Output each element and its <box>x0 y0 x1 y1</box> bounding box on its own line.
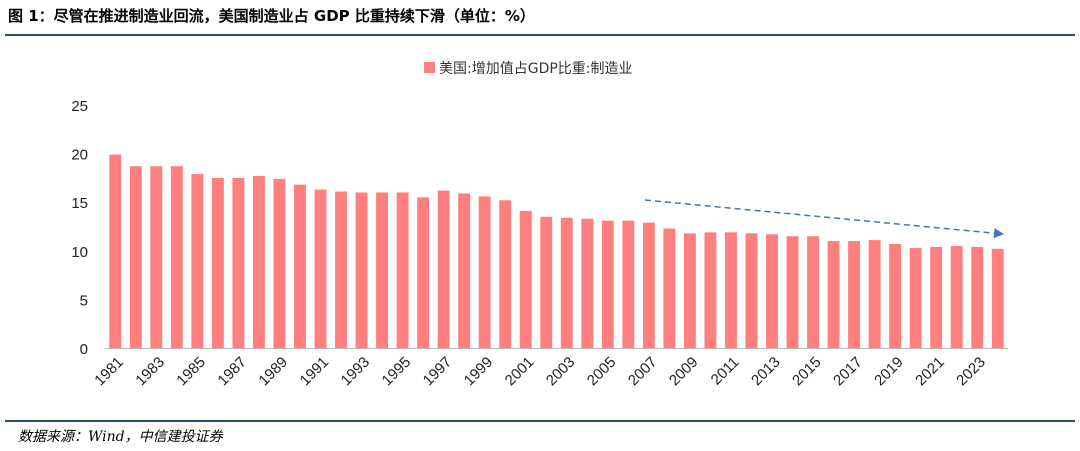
x-tick-label: 2017 <box>830 354 866 390</box>
x-tick-label: 2019 <box>871 354 907 390</box>
x-tick-label: 2011 <box>708 354 743 389</box>
bar-1993 <box>355 192 368 348</box>
bar-1984 <box>170 166 183 348</box>
bar-1999 <box>478 196 491 348</box>
bar-1985 <box>191 174 204 348</box>
bar-2023 <box>971 246 984 348</box>
x-tick-label: 1995 <box>379 354 415 390</box>
bar-2003 <box>560 217 573 348</box>
x-tick-label: 2023 <box>953 354 989 390</box>
y-axis: 0 5 10 15 20 25 <box>71 98 88 358</box>
x-tick-label: 2013 <box>748 354 784 390</box>
y-tick-label: 20 <box>71 147 88 164</box>
x-tick-label: 2007 <box>625 354 661 390</box>
bar-2007 <box>642 222 655 348</box>
bar-2015 <box>807 236 819 348</box>
bar-1990 <box>294 184 306 348</box>
bar-2024 <box>991 248 1004 348</box>
bar-2016 <box>827 241 840 348</box>
bar-2022 <box>950 245 963 348</box>
x-axis: 1981 1983 1985 1987 1989 1991 1993 1995 1997 1999… <box>91 354 989 390</box>
bar-2020 <box>909 247 922 348</box>
legend-swatch <box>424 62 435 73</box>
bar-2012 <box>745 233 758 348</box>
y-tick-label: 5 <box>80 292 88 309</box>
x-tick-label: 2021 <box>912 354 948 390</box>
trend-arrow <box>644 199 1004 239</box>
bar-1982 <box>129 166 142 348</box>
bar-2011 <box>724 232 737 348</box>
bar-2014 <box>786 236 799 348</box>
legend-label: 美国:增加值占GDP比重:制造业 <box>439 61 633 77</box>
bar-1989 <box>273 178 286 348</box>
bar-1983 <box>150 166 163 348</box>
bar-1992 <box>335 191 347 348</box>
y-tick-label: 15 <box>71 195 88 212</box>
x-tick-label: 1983 <box>132 354 168 390</box>
bar-2019 <box>889 243 902 348</box>
bar-2017 <box>848 241 861 348</box>
x-tick-label: 2009 <box>666 354 702 390</box>
y-tick-label: 25 <box>71 98 88 115</box>
bar-2013 <box>766 234 778 348</box>
bar-2021 <box>930 246 943 348</box>
bar-2005 <box>601 220 614 348</box>
bar-2002 <box>540 216 553 348</box>
y-tick-label: 0 <box>80 341 88 358</box>
bars <box>109 154 1004 348</box>
bar-1995 <box>396 192 409 348</box>
bar-1998 <box>458 193 471 348</box>
x-tick-label: 2001 <box>502 354 538 390</box>
bar-1986 <box>211 177 224 348</box>
bar-1994 <box>376 192 389 348</box>
x-tick-label: 1999 <box>461 354 497 390</box>
bar-2006 <box>622 220 635 348</box>
legend: 美国:增加值占GDP比重:制造业 <box>424 61 633 77</box>
x-tick-label: 2005 <box>584 354 620 390</box>
bar-1981 <box>109 154 122 348</box>
bar-1997 <box>437 190 450 348</box>
x-tick-label: 1981 <box>91 354 127 390</box>
x-tick-label: 1987 <box>214 354 250 390</box>
bar-2018 <box>868 240 881 348</box>
source-note: 数据来源：Wind，中信建投证券 <box>18 429 223 445</box>
y-tick-label: 10 <box>71 244 88 261</box>
x-tick-label: 1989 <box>255 354 291 390</box>
bar-2001 <box>519 210 532 348</box>
top-rule <box>5 34 1075 36</box>
bar-1987 <box>232 177 245 348</box>
bar-1996 <box>417 197 430 348</box>
x-tick-label: 1993 <box>338 354 374 390</box>
bar-1988 <box>252 175 265 348</box>
bar-2000 <box>499 200 512 348</box>
bar-chart: 美国:增加值占GDP比重:制造业 0 5 10 15 20 25 1981 1983 1985… <box>71 61 1008 390</box>
bar-2009 <box>683 233 696 348</box>
x-tick-label: 1991 <box>297 354 333 390</box>
x-tick-label: 1997 <box>420 354 456 390</box>
x-tick-label: 2015 <box>789 354 825 390</box>
bar-1991 <box>314 189 327 348</box>
x-tick-label: 1985 <box>173 354 209 390</box>
bar-2008 <box>663 228 676 348</box>
x-tick-label: 2003 <box>543 354 579 390</box>
bar-2010 <box>704 232 717 348</box>
figure-title: 图 1：尽管在推进制造业回流，美国制造业占 GDP 比重持续下滑（单位：%） <box>8 7 535 25</box>
bar-2004 <box>581 218 594 348</box>
bottom-rule <box>5 420 1075 422</box>
